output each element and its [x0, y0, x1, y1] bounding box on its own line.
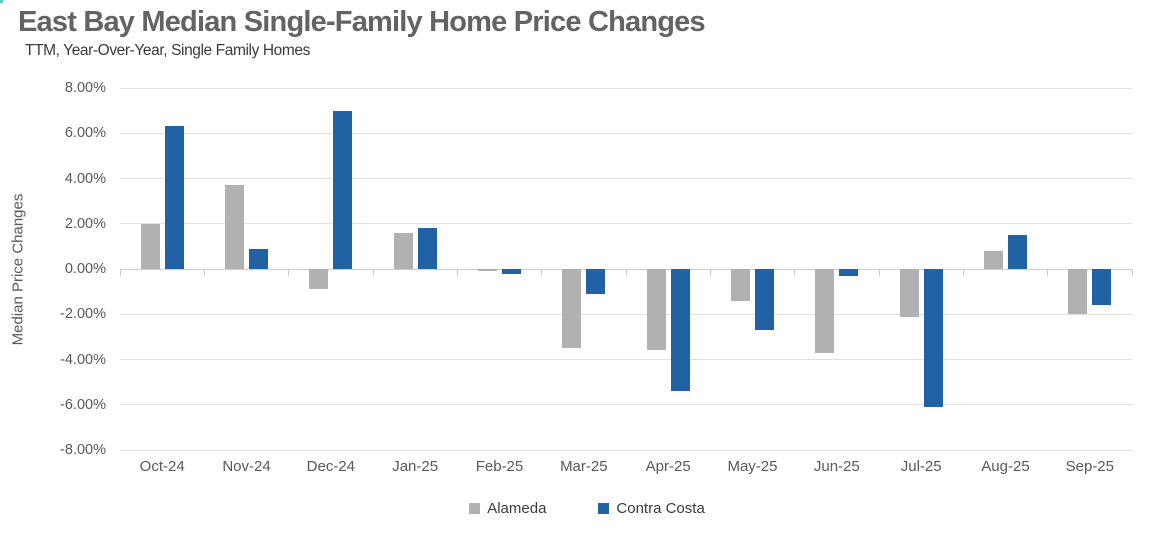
x-axis-label: Jul-25: [900, 458, 942, 475]
bar-contra-costa: [417, 228, 437, 269]
bar-alameda: [899, 269, 919, 317]
legend-entry: Contra Costa: [598, 500, 705, 517]
x-axis-label: Oct-24: [139, 458, 185, 475]
y-axis-tick-labels: 8.00% 6.00% 4.00% 2.00% 0.00% -2.00% -4.00% -6.…: [0, 0, 106, 540]
bar-alameda: [1068, 269, 1088, 315]
x-axis-label: May-25: [727, 458, 778, 475]
x-axis-tick: [794, 269, 796, 276]
x-axis-tick: [709, 269, 711, 276]
x-axis-label: Dec-24: [306, 458, 355, 475]
y-tick-label: -4.00%: [60, 351, 106, 368]
x-axis-label: Jan-25: [392, 458, 439, 475]
x-axis-label: Nov-24: [222, 458, 271, 475]
x-axis-label: Sep-25: [1065, 458, 1114, 475]
y-tick-label: 4.00%: [64, 170, 106, 187]
gridline: [120, 132, 1132, 134]
gridline: [120, 178, 1132, 179]
chart-subtitle: TTM, Year-Over-Year, Single Family Homes: [25, 42, 310, 59]
bar-contra-costa: [333, 110, 353, 269]
bar-alameda: [225, 185, 244, 269]
bar-contra-costa: [755, 269, 774, 331]
bar-contra-costa: [502, 269, 521, 274]
legend: Alameda Contra Costa: [0, 500, 1174, 517]
bar-contra-costa: [586, 269, 606, 294]
x-axis-label: Feb-25: [475, 458, 524, 475]
corner-artifact: [0, 0, 3, 3]
x-axis-tick: [541, 269, 543, 276]
y-tick-label: 2.00%: [64, 215, 106, 232]
bar-alameda: [140, 223, 160, 269]
x-axis-tick: [372, 269, 374, 276]
bar-alameda: [646, 269, 666, 351]
gridline: [120, 404, 1132, 406]
x-axis-tick: [119, 269, 121, 276]
bar-contra-costa: [249, 248, 268, 269]
legend-swatch: [469, 503, 481, 514]
bar-alameda: [562, 269, 582, 349]
legend-label: Contra Costa: [616, 500, 705, 517]
bar-alameda: [309, 269, 329, 290]
gridline: [120, 359, 1132, 360]
y-tick-label: 0.00%: [64, 261, 106, 277]
bar-contra-costa: [839, 269, 859, 276]
gridline: [120, 87, 1132, 89]
x-axis-label: Mar-25: [560, 458, 608, 475]
x-axis-tick: [456, 269, 458, 276]
x-axis-label: Aug-25: [981, 458, 1030, 475]
gridline: [120, 449, 1132, 451]
y-tick-label: 6.00%: [64, 125, 106, 142]
bar-contra-costa: [164, 126, 184, 269]
x-axis-tick: [203, 269, 205, 276]
plot-area: [119, 87, 1133, 451]
bar-alameda: [984, 250, 1003, 269]
gridline: [120, 313, 1132, 315]
legend-entry: Alameda: [469, 500, 546, 517]
y-tick-label: 8.00%: [64, 80, 106, 96]
x-axis-tick: [962, 269, 964, 276]
x-axis-labels: Oct-24 Nov-24 Dec-24 Jan-25 Feb-25 Mar-25 Apr-…: [120, 458, 1132, 480]
legend-label: Alameda: [487, 500, 547, 517]
y-tick-label: -2.00%: [60, 306, 106, 323]
gridline: [120, 223, 1132, 225]
legend-swatch: [598, 503, 610, 514]
bar-alameda: [815, 269, 835, 353]
x-axis-tick: [1047, 269, 1049, 276]
x-axis-tick: [288, 269, 290, 276]
y-tick-label: -8.00%: [60, 442, 106, 458]
bar-contra-costa: [1092, 269, 1112, 306]
bar-alameda: [731, 269, 750, 301]
bar-contra-costa: [923, 269, 943, 407]
x-axis-label: Apr-25: [645, 458, 691, 475]
bar-contra-costa: [1008, 235, 1027, 269]
x-axis-tick: [1131, 269, 1133, 276]
bar-alameda: [393, 232, 413, 269]
y-tick-label: -6.00%: [60, 396, 106, 413]
bar-alameda: [478, 269, 497, 272]
bar-contra-costa: [670, 269, 690, 392]
x-axis-tick: [625, 269, 627, 276]
x-axis-tick: [878, 269, 880, 276]
page-title: East Bay Median Single-Family Home Price…: [18, 6, 706, 38]
x-axis-label: Jun-25: [813, 458, 860, 475]
